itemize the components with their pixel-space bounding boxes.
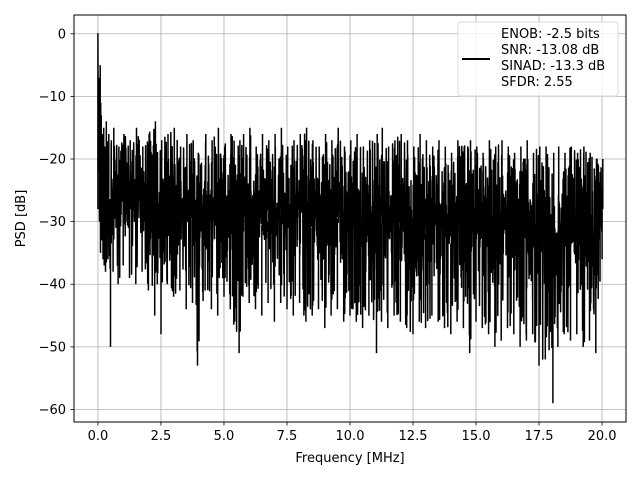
legend: ENOB: -2.5 bits SNR: -13.08 dB SINAD: -1… — [457, 21, 619, 97]
y-tick-label: −40 — [39, 278, 66, 293]
x-tick-label: 20.0 — [588, 429, 617, 444]
y-tick-label: −60 — [39, 403, 66, 418]
x-axis-ticks: 0.0 2.5 5.0 7.5 10.0 12.5 15.0 17.5 20.0 — [88, 422, 617, 444]
psd-series-line — [97, 33, 604, 404]
x-tick-label: 0.0 — [88, 429, 109, 444]
legend-snr: SNR: -13.08 dB — [501, 43, 599, 58]
x-tick-label: 7.5 — [277, 429, 298, 444]
y-axis-label: PSD [dB] — [14, 190, 29, 248]
plot-area — [97, 33, 604, 404]
x-tick-label: 15.0 — [462, 429, 491, 444]
legend-enob: ENOB: -2.5 bits — [501, 27, 600, 42]
x-tick-label: 2.5 — [151, 429, 172, 444]
legend-sfdr: SFDR: 2.55 — [501, 75, 573, 90]
x-tick-label: 17.5 — [525, 429, 554, 444]
legend-sinad: SINAD: -13.3 dB — [501, 59, 605, 74]
y-tick-label: −50 — [39, 340, 66, 355]
y-axis-ticks: 0 −10 −20 −30 −40 −50 −60 — [39, 27, 74, 418]
x-tick-label: 10.0 — [336, 429, 365, 444]
y-tick-label: −30 — [39, 215, 66, 230]
legend-box — [457, 21, 619, 97]
y-tick-label: −20 — [39, 153, 66, 168]
y-tick-label: 0 — [58, 27, 66, 42]
y-tick-label: −10 — [39, 90, 66, 105]
x-tick-label: 5.0 — [214, 429, 235, 444]
x-tick-label: 12.5 — [399, 429, 428, 444]
x-axis-label: Frequency [MHz] — [295, 451, 404, 466]
